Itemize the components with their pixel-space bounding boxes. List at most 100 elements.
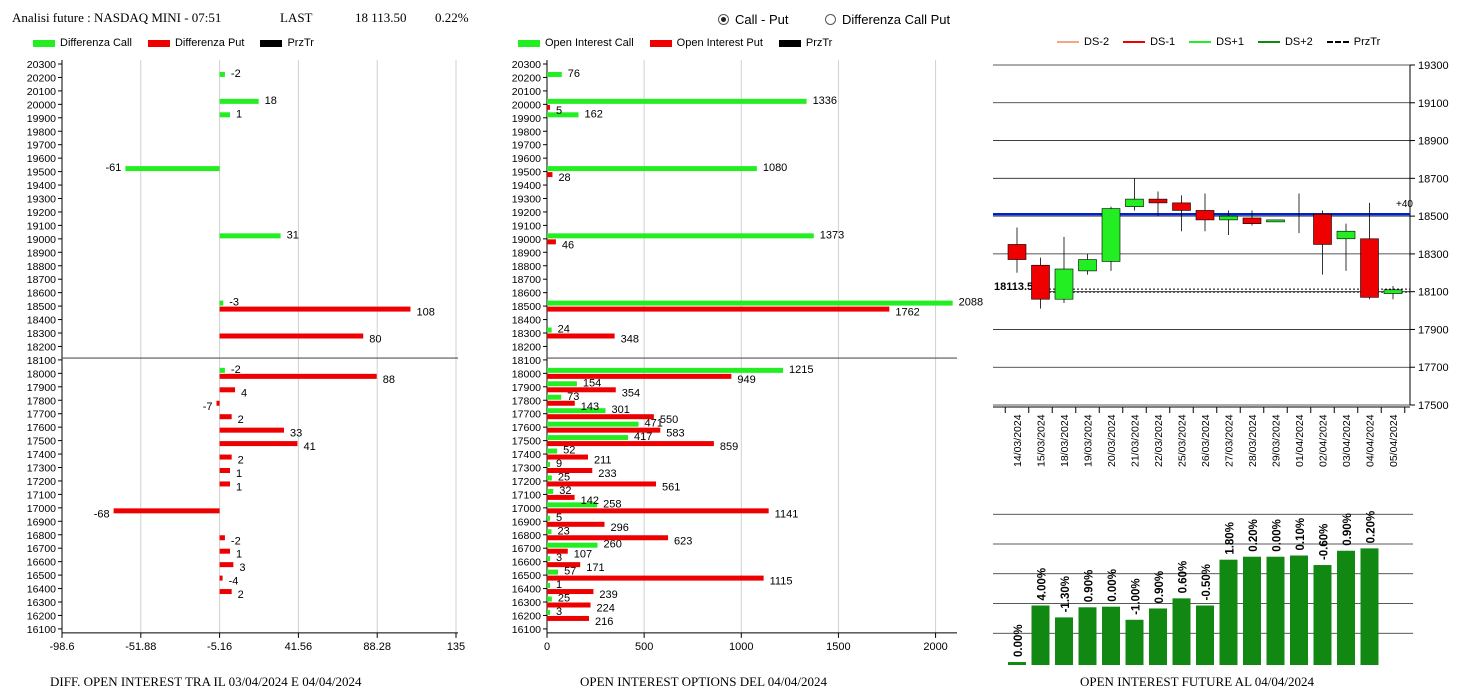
data-label: 224: [597, 603, 615, 615]
strike-label: 17200: [27, 476, 56, 488]
strike-label: 18900: [27, 247, 56, 259]
strike-label: 19400: [512, 180, 541, 192]
data-label: 301: [611, 404, 629, 416]
strike-label: 17600: [512, 422, 541, 434]
legend-swatch-prztr: [778, 39, 801, 47]
data-label: 154: [583, 377, 601, 389]
bar-put: [547, 589, 594, 595]
data-label: 76: [568, 68, 580, 80]
ds-level-label: +40: [1396, 199, 1413, 210]
data-label: 142: [581, 495, 599, 507]
legend-line-ds+2: [1257, 41, 1280, 43]
date-label: 29/03/2024: [1271, 414, 1283, 467]
legend-label: DS+1: [1216, 36, 1244, 48]
oi-bar-label: -0.50%: [1201, 564, 1213, 600]
data-label: 1762: [895, 307, 919, 319]
data-label: 108: [416, 307, 434, 319]
legend-label: PrzTr: [287, 37, 314, 49]
candle-body: [1219, 215, 1238, 221]
bar-put: [547, 172, 553, 178]
bar-call: [219, 367, 225, 373]
bar-put: [219, 548, 230, 554]
strike-label: 19600: [27, 153, 56, 165]
date-label: 27/03/2024: [1224, 414, 1236, 467]
strike-label: 18500: [512, 301, 541, 313]
candle-body: [1078, 259, 1097, 272]
candle-body: [1007, 244, 1027, 260]
bar-put: [547, 239, 556, 245]
bar-call: [547, 300, 953, 306]
bar-call: [219, 300, 224, 306]
data-label: 1215: [789, 364, 813, 376]
strike-label: 20100: [27, 86, 56, 98]
strike-label: 17300: [27, 463, 56, 475]
radio-differenza-label: Differenza Call Put: [842, 12, 951, 27]
oi-bar: [1360, 548, 1379, 665]
bar-call: [219, 71, 225, 77]
bar-put: [219, 562, 234, 568]
data-label: 57: [564, 566, 576, 578]
data-label: 18: [265, 95, 277, 107]
radio-call-put[interactable]: Call - Put: [718, 12, 788, 27]
data-label: 471: [645, 418, 663, 430]
data-label: 417: [634, 431, 652, 443]
radio-differenza-call-put[interactable]: Differenza Call Put: [825, 12, 950, 27]
radio-selected-icon: [718, 14, 729, 25]
oi-bar-label: 1.80%: [1225, 522, 1237, 555]
oi-bar-label: 0.90%: [1084, 570, 1096, 603]
legend-label: DS+2: [1284, 36, 1313, 48]
date-label: 28/03/2024: [1247, 414, 1259, 467]
data-label: 583: [666, 428, 684, 440]
strike-label: 17100: [27, 489, 56, 501]
data-label: 1336: [813, 95, 837, 107]
y-tick-label: 19100: [1418, 98, 1449, 110]
candle-body: [1242, 217, 1262, 224]
bar-put: [219, 333, 364, 339]
data-label: 1: [556, 579, 562, 591]
caption-oi-future: OPEN INTEREST FUTURE AL 04/04/2024: [1080, 674, 1315, 689]
bar-call: [547, 367, 784, 373]
legend-label: PrzTr: [1353, 36, 1381, 48]
data-label: 296: [611, 522, 629, 534]
data-label: 211: [594, 455, 612, 467]
oi-bar-label: 0.60%: [1178, 561, 1190, 594]
y-tick-label: 18700: [1418, 173, 1449, 185]
legend-left: Differenza Call Differenza Put PrzTr: [33, 37, 314, 49]
date-label: 26/03/2024: [1200, 414, 1212, 467]
oi-bar: [1196, 605, 1214, 665]
data-label: 949: [737, 374, 755, 386]
oi-bar-label: -1.00%: [1131, 578, 1143, 614]
oi-bar: [1055, 617, 1073, 665]
data-label: -3: [229, 297, 239, 309]
data-label: 25: [558, 471, 570, 483]
data-label: 31: [287, 229, 299, 241]
data-label: 2: [238, 414, 244, 426]
candle-body: [1383, 289, 1403, 294]
strike-label: 18800: [512, 261, 541, 273]
data-label: 1: [236, 481, 242, 493]
data-label: -2: [231, 535, 241, 547]
caption-diff-oi: DIFF. OPEN INTEREST TRA IL 03/04/2024 E …: [50, 674, 362, 689]
strike-label: 17800: [27, 395, 56, 407]
strike-label: 16200: [27, 610, 56, 622]
oi-bar: [1008, 662, 1026, 665]
candle-body: [1172, 202, 1191, 211]
strike-label: 18000: [512, 368, 541, 380]
strike-label: 20300: [27, 59, 56, 71]
data-label: 2: [238, 589, 244, 601]
x-tick-label: 0: [544, 641, 550, 653]
oi-bar: [1102, 606, 1120, 665]
data-label: 46: [562, 239, 574, 251]
x-tick-label: 1000: [729, 641, 753, 653]
strike-label: 18700: [512, 274, 541, 286]
data-label: 260: [604, 539, 622, 551]
legend-line-ds-1: [1123, 41, 1146, 43]
data-label: 52: [563, 445, 575, 457]
bar-put: [547, 535, 669, 541]
data-label: 2088: [959, 297, 983, 309]
data-label: 550: [660, 414, 678, 426]
bar-call: [547, 448, 558, 454]
candle-body: [1313, 213, 1332, 245]
oi-bar-label: -1.30%: [1060, 576, 1072, 612]
